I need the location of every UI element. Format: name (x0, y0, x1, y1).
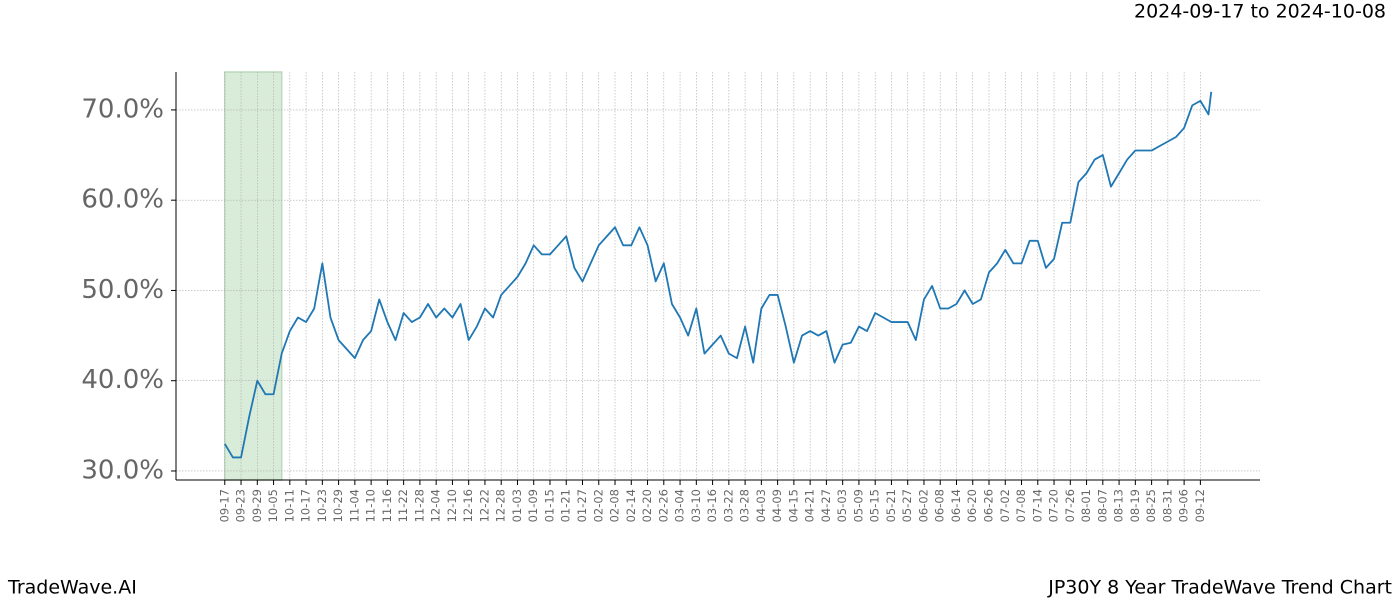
x-tick-label: 11-28 (412, 489, 426, 522)
x-tick-label: 12-22 (477, 489, 491, 522)
chart-subtitle: 2024-09-17 to 2024-10-08 (1134, 1, 1386, 23)
x-tick-label: 05-21 (884, 489, 898, 522)
x-tick-label: 06-08 (933, 489, 947, 522)
x-tick-label: 09-06 (1177, 489, 1191, 522)
x-tick-label: 05-09 (851, 489, 865, 522)
x-tick-label: 10-05 (266, 489, 280, 522)
y-tick-label: 30.0% (81, 455, 164, 485)
x-tick-label: 11-22 (396, 489, 410, 522)
x-tick-label: 05-15 (868, 489, 882, 522)
x-tick-label: 04-03 (754, 489, 768, 522)
x-tick-label: 06-14 (949, 489, 963, 522)
x-tick-label: 12-28 (494, 489, 508, 522)
x-tick-label: 02-26 (656, 489, 670, 522)
x-tick-label: 07-08 (1014, 489, 1028, 522)
x-tick-label: 09-29 (250, 489, 264, 522)
x-tick-label: 01-09 (526, 489, 540, 522)
x-tick-label: 07-20 (1047, 489, 1061, 522)
x-tick-label: 02-20 (640, 489, 654, 522)
x-tick-label: 03-22 (721, 489, 735, 522)
x-tick-label: 12-16 (461, 489, 475, 522)
y-tick-label: 60.0% (81, 185, 164, 215)
x-tick-label: 10-17 (299, 489, 313, 522)
chart-title: JP30Y 8 Year TradeWave Trend Chart (1047, 577, 1392, 599)
x-tick-label: 08-13 (1112, 489, 1126, 522)
x-tick-label: 08-25 (1144, 489, 1158, 522)
x-tick-label: 05-27 (900, 489, 914, 522)
x-tick-label: 12-10 (445, 489, 459, 522)
x-tick-label: 07-14 (1030, 489, 1044, 522)
x-tick-label: 02-02 (591, 489, 605, 522)
x-tick-label: 03-28 (738, 489, 752, 522)
x-tick-label: 08-01 (1079, 489, 1093, 522)
y-tick-label: 70.0% (81, 94, 164, 124)
x-tick-label: 01-21 (559, 489, 573, 522)
x-tick-label: 07-26 (1063, 489, 1077, 522)
x-tick-label: 10-11 (282, 489, 296, 522)
x-tick-label: 04-09 (770, 489, 784, 522)
x-tick-label: 06-20 (965, 489, 979, 522)
x-tick-label: 09-12 (1193, 489, 1207, 522)
x-tick-label: 11-04 (347, 489, 361, 522)
x-tick-label: 08-19 (1128, 489, 1142, 522)
x-tick-label: 02-14 (624, 489, 638, 522)
x-tick-label: 11-16 (380, 489, 394, 522)
x-tick-label: 12-04 (429, 489, 443, 522)
y-tick-label: 50.0% (81, 275, 164, 305)
trend-line (224, 91, 1213, 459)
x-tick-label: 07-02 (998, 489, 1012, 522)
x-tick-label: 09-23 (234, 489, 248, 522)
x-tick-label: 11-10 (364, 489, 378, 522)
x-tick-label: 04-27 (819, 489, 833, 522)
x-tick-label: 04-15 (786, 489, 800, 522)
brand: TradeWave.AI (7, 577, 137, 599)
x-tick-label: 03-16 (705, 489, 719, 522)
x-tick-label: 09-17 (217, 489, 231, 522)
x-tick-label: 10-29 (331, 489, 345, 522)
x-tick-label: 01-27 (575, 489, 589, 522)
x-tick-label: 08-07 (1095, 489, 1109, 522)
x-tick-label: 05-03 (835, 489, 849, 522)
y-tick-label: 40.0% (81, 365, 164, 395)
x-tick-label: 02-08 (608, 489, 622, 522)
x-tick-label: 01-15 (542, 489, 556, 522)
x-tick-label: 06-02 (916, 489, 930, 522)
x-tick-label: 03-10 (689, 489, 703, 522)
x-tick-label: 08-31 (1160, 489, 1174, 522)
x-tick-label: 06-26 (982, 489, 996, 522)
x-tick-label: 04-21 (803, 489, 817, 522)
x-tick-label: 01-03 (510, 489, 524, 522)
x-tick-label: 10-23 (315, 489, 329, 522)
x-tick-label: 03-04 (673, 489, 687, 522)
highlight-span (224, 71, 283, 481)
